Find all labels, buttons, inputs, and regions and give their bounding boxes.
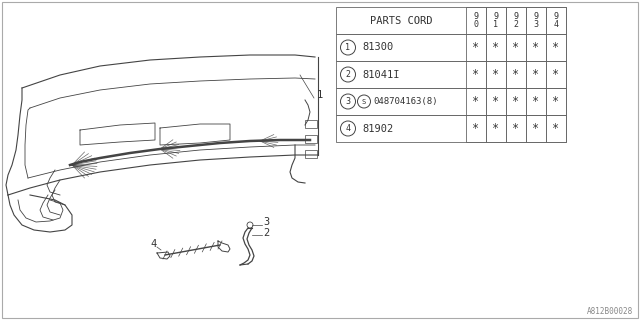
Bar [506,88,526,115]
Text: 81300: 81300 [362,43,393,52]
Bar [546,34,566,61]
Text: *: * [513,41,520,54]
Text: PARTS CORD: PARTS CORD [370,15,432,26]
Text: 9
3: 9 3 [534,12,538,29]
Text: *: * [472,68,479,81]
Text: *: * [532,122,540,135]
Text: *: * [532,41,540,54]
Text: *: * [472,122,479,135]
Text: *: * [552,95,559,108]
Bar [526,34,546,61]
Bar [506,7,526,34]
Bar [486,7,506,34]
Bar [506,61,526,88]
Bar [526,88,546,115]
Bar [546,115,566,142]
Bar [336,34,566,61]
Text: 9
1: 9 1 [493,12,499,29]
Bar [466,88,486,115]
Bar [466,34,486,61]
Bar [466,7,486,34]
Text: 2: 2 [263,228,269,238]
Bar [305,135,317,143]
Bar [466,115,486,142]
Bar [466,61,486,88]
Text: 2: 2 [346,70,351,79]
Text: *: * [532,68,540,81]
Bar [486,88,506,115]
Bar [546,88,566,115]
Bar [526,7,546,34]
Text: *: * [552,68,559,81]
Text: *: * [472,41,479,54]
Text: 81041I: 81041I [362,69,399,79]
Bar [506,115,526,142]
Text: 4: 4 [346,124,351,133]
Bar [305,150,317,158]
Bar [526,61,546,88]
Text: *: * [513,68,520,81]
Text: *: * [552,122,559,135]
Text: 9
4: 9 4 [554,12,559,29]
Text: 9
0: 9 0 [474,12,479,29]
Text: 1: 1 [317,90,323,100]
Bar [546,7,566,34]
Text: *: * [513,122,520,135]
Text: *: * [532,95,540,108]
Text: *: * [513,95,520,108]
Text: 4: 4 [151,239,157,249]
Bar [486,115,506,142]
Bar [336,88,566,115]
Text: 3: 3 [346,97,351,106]
Bar [336,115,566,142]
Bar [546,61,566,88]
Text: *: * [472,95,479,108]
Text: *: * [492,41,500,54]
Text: *: * [492,95,500,108]
Bar [336,7,566,34]
Text: *: * [552,41,559,54]
Bar [486,61,506,88]
Text: 9
2: 9 2 [513,12,518,29]
Bar [526,115,546,142]
Text: 3: 3 [263,217,269,227]
Bar [305,120,317,128]
Bar [506,34,526,61]
Text: S: S [362,99,366,105]
Bar [336,61,566,88]
Text: 81902: 81902 [362,124,393,133]
Text: *: * [492,122,500,135]
Text: 048704163(8): 048704163(8) [373,97,438,106]
Text: 1: 1 [346,43,351,52]
Text: A812B00028: A812B00028 [587,307,633,316]
Bar [486,34,506,61]
Text: *: * [492,68,500,81]
